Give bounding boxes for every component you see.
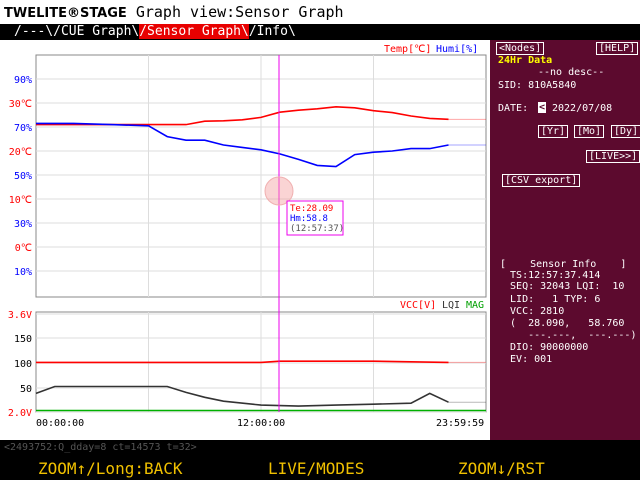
tab-blank[interactable]: /---\ (14, 24, 54, 39)
tab-bar: /---\/CUE Graph\/Sensor Graph\/Info\ (0, 24, 640, 40)
tab-sensor-graph[interactable]: /Sensor Graph\ (139, 24, 249, 39)
upper-tick-label: 30℃ (9, 99, 32, 110)
upper-tick-label: 10℃ (9, 195, 32, 206)
vcc-series-line (36, 360, 449, 364)
node-description: --no desc-- (538, 67, 605, 78)
legend-humi: Humi[%] (436, 44, 478, 55)
title-bar: TWELITE®STAGE Graph view:Sensor Graph (0, 0, 640, 24)
info-ev: EV: 001 (498, 354, 553, 365)
info-ts: TS:12:57:37.414 (498, 270, 601, 281)
tooltip-temp: Te:28.09 (290, 204, 333, 214)
app-title: TWELITE®STAGE Graph view:Sensor Graph (4, 3, 344, 21)
x-tick-mid: 12:00:00 (237, 418, 285, 429)
info-values-1: ( 28.090, 58.760 (498, 318, 625, 329)
lower-tick-label: 150 (14, 334, 32, 345)
upper-tick-label: 20℃ (9, 147, 32, 158)
legend-vcc: VCC[V] (400, 300, 436, 311)
brand-label: TWELITE®STAGE (4, 6, 127, 21)
zoom-in-back-button[interactable]: ZOOM↑/Long:BACK (38, 459, 183, 478)
cursor-tooltip: Te:28.09 Hm:58.8 (12:57:37) (286, 200, 344, 236)
legend-mag: MAG (466, 300, 484, 311)
date-label: DATE: (498, 103, 529, 114)
x-tick-end: 23:59:59 (436, 418, 484, 429)
view-title: Graph view:Sensor Graph (135, 3, 344, 21)
info-seq: SEQ: 32043 LQI: 10 (498, 281, 625, 292)
series-layer (35, 105, 486, 412)
sensor-graph[interactable]: 90% 30℃ 70% 20℃ 50% 10℃ 30% 0℃ 10% Temp[℃] Humi[… (0, 40, 490, 440)
day-button[interactable]: [Dy] (611, 125, 640, 138)
year-button[interactable]: [Yr] (538, 125, 569, 138)
info-vcc: VCC: 2810 (498, 306, 565, 317)
tooltip-box (286, 200, 344, 236)
graph-panel: 90% 30℃ 70% 20℃ 50% 10℃ 30% 0℃ 10% Temp[℃] Humi[… (0, 40, 490, 440)
status-line: <2493752:Q_dday=8 ct=14573 t=32> (4, 442, 197, 453)
month-button[interactable]: [Mo] (574, 125, 605, 138)
sensor-info-header: [ Sensor Info ] (500, 259, 627, 270)
lower-tick-label: 2.0V (8, 408, 32, 419)
tooltip-humi: Hm:58.8 (290, 214, 328, 224)
footer-bar (0, 440, 640, 480)
upper-grid (36, 55, 486, 297)
tab-info[interactable]: /Info\ (248, 24, 296, 39)
zoom-out-reset-button[interactable]: ZOOM↓/RST (458, 459, 545, 478)
x-tick-start: 00:00:00 (36, 418, 84, 429)
legend-lqi: LQI (442, 300, 460, 311)
upper-axis-ticks: 90% 30℃ 70% 20℃ 50% 10℃ 30% 0℃ 10% (9, 75, 32, 278)
lqi-series-line (35, 385, 449, 407)
upper-tick-label: 10% (14, 267, 32, 278)
data-header: 24Hr Data (498, 55, 553, 66)
info-dio: DIO: 90000000 (498, 342, 589, 353)
date-value: 2022/07/08 (552, 103, 613, 114)
tooltip-time: (12:57:37) (290, 224, 344, 234)
upper-tick-label: 30% (14, 219, 32, 230)
upper-tick-label: 90% (14, 75, 32, 86)
sensor-id: SID: 810A5840 (498, 80, 577, 91)
tabs: /---\/CUE Graph\/Sensor Graph\/Info\ (14, 24, 296, 40)
temperature-series-line (36, 105, 449, 126)
live-modes-button[interactable]: LIVE/MODES (268, 459, 365, 478)
upper-tick-label: 50% (14, 171, 32, 182)
nodes-button[interactable]: <Nodes] (496, 42, 545, 55)
csv-export-button[interactable]: [CSV export] (502, 174, 581, 187)
sidebar: <Nodes] [HELP] 24Hr Data --no desc-- SID… (490, 40, 640, 440)
upper-tick-label: 70% (14, 123, 32, 134)
date-prev-icon[interactable]: < (538, 102, 547, 113)
tab-cue-graph[interactable]: /CUE Graph\ (53, 24, 140, 39)
info-values-2: ---.---, ---.---) (498, 330, 637, 341)
legend-temp: Temp[℃] (384, 44, 431, 55)
humidity-series-line (36, 122, 449, 168)
lower-tick-label: 100 (14, 359, 32, 370)
touch-indicator (264, 176, 294, 206)
live-button[interactable]: [LIVE>>] (586, 150, 640, 163)
info-lid: LID: 1 TYP: 6 (498, 294, 601, 305)
lower-tick-label: 50 (20, 384, 32, 395)
upper-tick-label: 0℃ (15, 243, 32, 254)
lower-axis-ticks: 3.6V 150 100 50 2.0V (8, 310, 32, 419)
lower-tick-label: 3.6V (8, 310, 32, 321)
help-button[interactable]: [HELP] (596, 42, 639, 55)
